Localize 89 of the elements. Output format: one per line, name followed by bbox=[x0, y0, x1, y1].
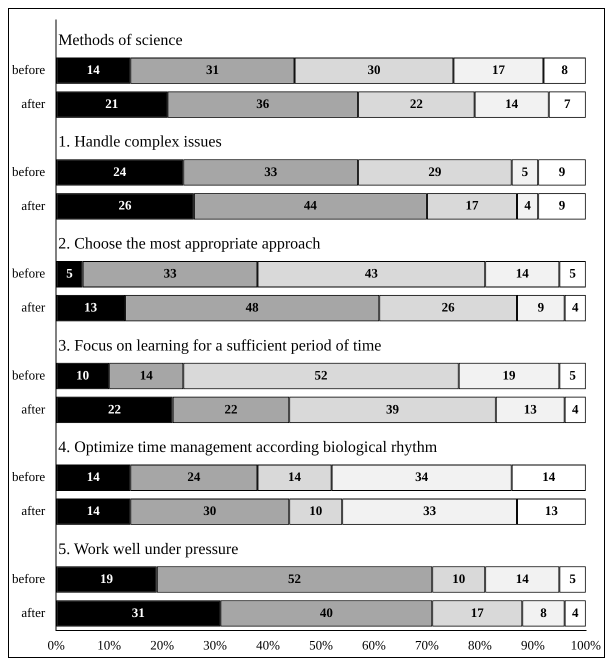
x-tick-label: 50% bbox=[309, 638, 334, 653]
data-label: 4 bbox=[572, 604, 579, 620]
data-label: 9 bbox=[538, 300, 545, 314]
data-label: 33 bbox=[264, 164, 278, 179]
data-label: 48 bbox=[246, 300, 260, 314]
data-label: 17 bbox=[492, 62, 506, 78]
data-label: 31 bbox=[206, 62, 219, 78]
data-label: 39 bbox=[386, 401, 400, 416]
data-label: 19 bbox=[502, 367, 516, 382]
data-label: 13 bbox=[544, 503, 558, 518]
data-label: 7 bbox=[564, 96, 572, 111]
data-label: 22 bbox=[410, 96, 423, 111]
y-tick-label: after bbox=[21, 300, 46, 315]
data-label: 22 bbox=[108, 401, 121, 416]
x-tick-label: 80% bbox=[468, 638, 492, 653]
annotation: 3. Focus on learning for a sufficient period of time bbox=[58, 337, 382, 354]
data-label: 33 bbox=[164, 266, 178, 281]
data-label: 13 bbox=[84, 300, 98, 314]
y-tick-label: after bbox=[21, 96, 46, 112]
data-label: 8 bbox=[561, 62, 568, 78]
data-label: 14 bbox=[505, 96, 519, 111]
data-label: 10 bbox=[309, 503, 322, 518]
data-label: 14 bbox=[288, 469, 302, 484]
annotation: 1. Handle complex issues bbox=[58, 134, 222, 151]
y-tick-label: before bbox=[12, 570, 46, 586]
data-label: 22 bbox=[224, 401, 238, 416]
data-label: 14 bbox=[86, 503, 100, 518]
data-label: 17 bbox=[465, 198, 479, 213]
data-label: 40 bbox=[320, 604, 333, 620]
data-label: 14 bbox=[542, 469, 556, 484]
data-label: 29 bbox=[428, 164, 442, 179]
data-label: 5 bbox=[522, 164, 529, 179]
data-label: 33 bbox=[423, 503, 437, 518]
y-tick-label: after bbox=[21, 503, 46, 518]
data-label: 52 bbox=[288, 570, 302, 586]
data-label: 9 bbox=[558, 198, 566, 213]
data-label: 24 bbox=[113, 164, 127, 179]
y-tick-label: after bbox=[21, 604, 46, 620]
data-label: 44 bbox=[304, 198, 318, 213]
data-label: 5 bbox=[569, 266, 576, 281]
y-tick-label: before bbox=[12, 266, 46, 281]
data-label: 4 bbox=[572, 300, 579, 314]
data-label: 14 bbox=[86, 469, 100, 484]
annotation: 4. Optimize time management according biological rhythm bbox=[58, 439, 438, 456]
x-tick-label: 100% bbox=[570, 638, 602, 653]
y-tick-label: before bbox=[12, 469, 46, 484]
annotation: 5. Work well under pressure bbox=[58, 540, 238, 558]
data-label: 5 bbox=[569, 367, 576, 382]
x-tick-label: 20% bbox=[150, 638, 174, 653]
data-label: 5 bbox=[569, 570, 576, 586]
x-tick-label: 30% bbox=[203, 638, 228, 653]
x-tick-label: 60% bbox=[362, 638, 386, 653]
data-label: 13 bbox=[524, 401, 538, 416]
data-label: 26 bbox=[118, 198, 132, 213]
x-tick-label: 40% bbox=[256, 638, 280, 653]
data-label: 21 bbox=[105, 96, 118, 111]
data-label: 43 bbox=[364, 266, 378, 281]
annotation: 2. Choose the most appropriate approach bbox=[58, 236, 320, 252]
y-tick-label: before bbox=[12, 164, 46, 179]
data-label: 34 bbox=[415, 469, 429, 484]
data-label: 14 bbox=[86, 62, 100, 78]
data-label: 26 bbox=[442, 300, 456, 314]
data-label: 14 bbox=[140, 367, 154, 382]
x-tick-label: 10% bbox=[97, 638, 122, 653]
data-label: 4 bbox=[524, 198, 532, 213]
data-label: 52 bbox=[314, 367, 328, 382]
x-tick-label: 90% bbox=[520, 638, 545, 653]
data-label: 17 bbox=[470, 604, 484, 620]
annotation: Methods of science bbox=[58, 32, 183, 49]
data-label: 5 bbox=[66, 266, 74, 281]
data-label: 30 bbox=[367, 62, 380, 78]
data-label: 8 bbox=[540, 604, 548, 620]
x-tick-label: 0% bbox=[48, 638, 66, 653]
y-tick-label: before bbox=[12, 367, 46, 382]
data-label: 19 bbox=[100, 570, 114, 586]
data-label: 9 bbox=[558, 164, 566, 179]
data-label: 10 bbox=[76, 367, 90, 382]
data-label: 36 bbox=[256, 96, 270, 111]
data-label: 14 bbox=[516, 266, 530, 281]
data-label: 31 bbox=[132, 604, 145, 620]
x-tick-label: 70% bbox=[415, 638, 440, 653]
data-label: 14 bbox=[516, 570, 530, 586]
data-label: 4 bbox=[572, 401, 579, 416]
y-tick-label: after bbox=[21, 198, 46, 213]
data-label: 10 bbox=[452, 570, 466, 586]
data-label: 30 bbox=[203, 503, 216, 518]
y-tick-label: before bbox=[12, 62, 46, 78]
data-label: 24 bbox=[187, 469, 201, 484]
y-tick-label: after bbox=[21, 401, 46, 416]
